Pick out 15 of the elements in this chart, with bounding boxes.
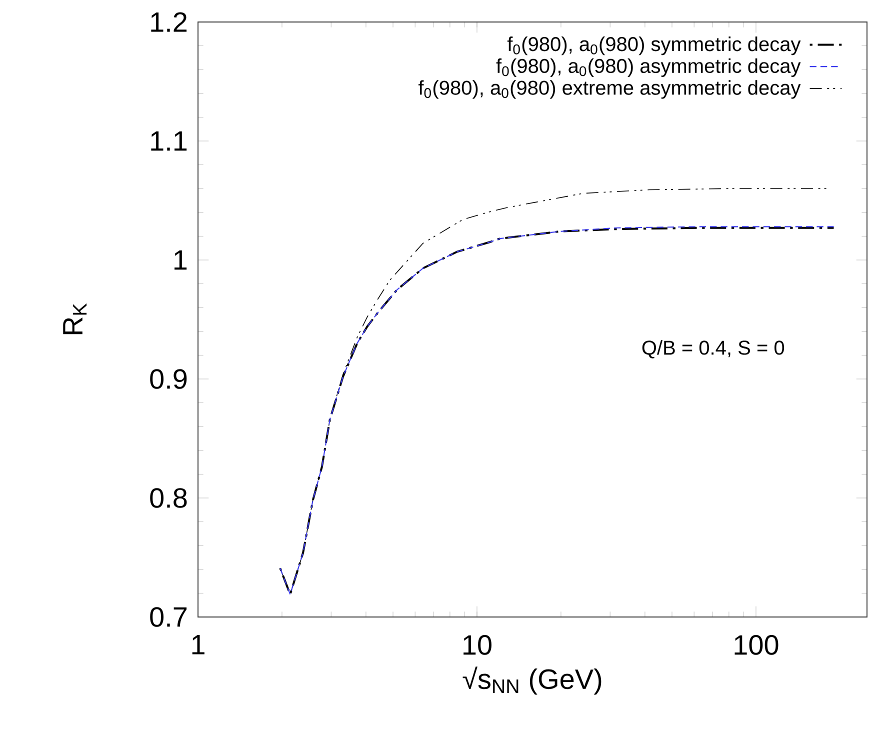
legend-label: f$_{0}$(980), a$_{0}$(980) extreme asymmetric decay [418,80,801,99]
x-tick-label: 100 [734,635,778,655]
x-tick-label: 1 [192,635,204,654]
y-tick-label: 1.2 [151,12,187,32]
y-axis-title: R$_{K}$ [63,303,87,334]
y-tick-label: 1.1 [151,131,187,151]
legend-label: f$_{0}$(980), a$_{0}$(980) asymmetric decay [496,58,801,77]
y-tick-label: 0.7 [150,607,187,627]
y-tick-label: 0.9 [150,369,187,389]
annotation: Q/B = 0.4, S = 0 [642,340,784,358]
y-tick-label: 0.8 [150,488,187,508]
legend-label: f$_{0}$(980), a$_{0}$(980) symmetric decay [507,36,801,56]
x-axis-title: √s$_{NN}$ (GeV) [462,666,602,695]
x-tick-label: 10 [464,635,492,655]
y-tick-label: 1 [174,250,187,270]
